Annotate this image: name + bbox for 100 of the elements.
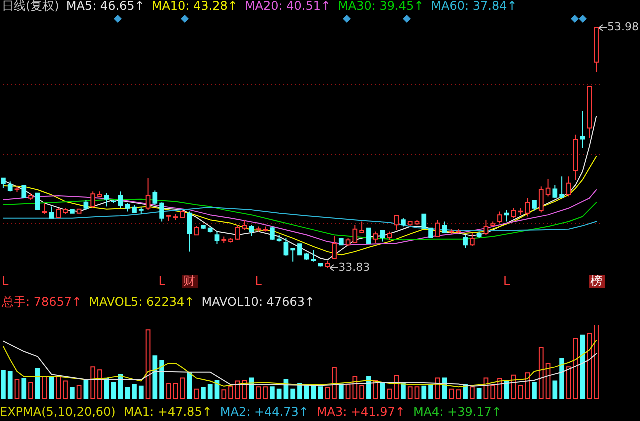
bar — [560, 358, 564, 399]
candlestick — [566, 176, 572, 198]
text: MA1: +47.85↑ — [124, 405, 212, 419]
candlestick — [8, 181, 13, 192]
candlestick — [284, 238, 289, 256]
bar — [276, 388, 282, 399]
candlestick — [428, 228, 434, 238]
candlestick — [352, 224, 358, 244]
candlestick — [394, 216, 399, 231]
text: MA5: 46.65↑ — [66, 0, 145, 13]
bar — [442, 378, 448, 399]
candlestick — [525, 198, 530, 218]
annotation: L — [1, 274, 10, 288]
bar — [111, 382, 116, 399]
bar — [152, 356, 158, 399]
candlestick — [236, 224, 240, 241]
bar — [532, 382, 537, 399]
candlestick — [546, 178, 551, 198]
candlestick — [538, 186, 544, 214]
candlestick — [49, 206, 54, 219]
candlestick — [470, 232, 475, 247]
annotation: 财 — [182, 274, 198, 288]
text: MA3: +41.97↑ — [316, 405, 406, 419]
bar — [422, 386, 427, 399]
bar — [138, 386, 144, 399]
bar — [298, 382, 302, 399]
bar — [290, 388, 296, 399]
chart-title: 日线(复权) — [2, 0, 60, 13]
bar — [70, 387, 75, 399]
bar — [1, 370, 6, 399]
bar — [428, 384, 434, 399]
candlestick — [332, 236, 337, 260]
text: MAVOL10: 47663↑ — [202, 295, 316, 309]
candlestick — [366, 228, 372, 244]
candlestick — [380, 230, 386, 242]
candlestick — [1, 178, 6, 189]
bar — [201, 387, 206, 399]
candlestick — [187, 211, 192, 252]
candlestick — [373, 231, 378, 244]
bar — [187, 372, 192, 399]
text: MA30: 39.45↑ — [338, 0, 424, 13]
candlestick — [249, 224, 254, 237]
annotation: 榜 — [588, 274, 605, 288]
candlestick — [152, 190, 158, 206]
bar — [552, 380, 558, 399]
bar — [208, 384, 213, 399]
candlestick — [104, 192, 110, 208]
bar — [270, 386, 275, 399]
candlestick — [484, 220, 489, 236]
candlestick — [436, 220, 440, 238]
candlestick — [504, 210, 510, 222]
candlestick — [560, 176, 564, 199]
candlestick — [118, 191, 124, 209]
text: MA2: +44.73↑ — [220, 405, 309, 419]
candlestick — [56, 208, 62, 219]
candlestick — [498, 211, 502, 224]
bar — [504, 380, 510, 399]
bar — [318, 386, 324, 399]
candlestick — [194, 226, 199, 236]
bar — [401, 382, 406, 399]
bar — [366, 376, 372, 399]
candlestick — [311, 250, 316, 262]
candlestick — [36, 192, 40, 211]
text: MA20: 40.51↑ — [244, 0, 332, 13]
candlestick — [160, 202, 164, 222]
bar — [125, 387, 130, 399]
candlestick — [360, 221, 364, 234]
candlestick — [42, 202, 48, 215]
candlestick — [90, 191, 96, 209]
text: 53.98 — [608, 20, 640, 34]
annotation: 33.83 — [338, 261, 370, 274]
bar — [8, 371, 13, 399]
annotation: L — [158, 274, 166, 288]
candlestick — [580, 111, 586, 149]
candlestick — [552, 184, 558, 199]
bar — [132, 384, 137, 399]
bar — [338, 384, 344, 399]
text: 总手: 78657↑ — [2, 295, 82, 309]
text: MA10: 43.28↑ — [152, 0, 238, 13]
bar — [104, 378, 110, 399]
candlestick — [146, 178, 151, 211]
candlestick — [532, 200, 537, 212]
candlestick — [242, 220, 248, 231]
bar — [36, 368, 40, 399]
candlestick — [298, 244, 302, 256]
text: MA4: +39.17↑ — [413, 405, 502, 419]
candlestick — [270, 226, 275, 241]
text: EXPMA(5,10,20,60) — [0, 405, 116, 419]
candlestick — [84, 200, 89, 211]
bar — [22, 378, 27, 399]
bar — [476, 388, 482, 399]
bar — [304, 384, 310, 399]
annotation: L — [254, 274, 263, 288]
candlestick — [290, 248, 296, 262]
bar — [160, 360, 164, 399]
text: MAVOL5: 62234↑ — [89, 295, 195, 309]
candlestick — [214, 231, 220, 245]
bar — [380, 382, 386, 399]
candlestick — [442, 221, 448, 234]
annotation: L — [502, 274, 512, 288]
